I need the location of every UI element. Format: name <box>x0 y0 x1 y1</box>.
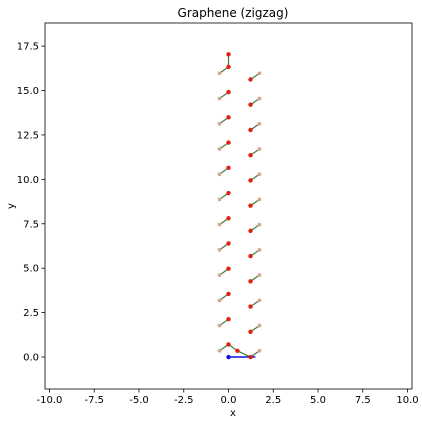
x-axis: -10.0 -7.5 -5.0 -2.5 0.0 2.5 5.0 7.5 10.0 <box>37 389 419 406</box>
carbon-point <box>226 115 231 120</box>
carbon-point <box>248 279 253 284</box>
hydrogen-point <box>257 247 262 252</box>
x-axis-label: x <box>230 408 236 419</box>
hydrogen-point <box>257 323 262 328</box>
carbon-point <box>248 102 253 107</box>
hydrogen-point <box>217 121 222 126</box>
hydrogen-point <box>217 222 222 227</box>
y-tick-label: 2.5 <box>23 308 39 319</box>
hydrogen-point <box>257 197 262 202</box>
hydrogen-point <box>257 147 262 151</box>
hydrogen-point <box>217 247 222 252</box>
hydrogen-point <box>257 71 262 76</box>
hydrogen-point <box>217 172 222 177</box>
hydrogen-point <box>257 298 262 303</box>
carbon-point <box>226 140 231 145</box>
hydrogen-point <box>257 121 262 126</box>
carbon-point <box>226 64 231 70</box>
carbon-point <box>248 253 253 259</box>
carbon-point <box>248 178 253 183</box>
bond-line <box>237 350 251 358</box>
hydrogen-point <box>217 298 222 303</box>
carbon-point <box>248 127 253 133</box>
carbon-point <box>248 77 253 82</box>
hydrogen-point <box>217 147 222 151</box>
carbon-point <box>248 203 253 208</box>
y-tick-label: 10.0 <box>17 175 39 186</box>
carbon-point <box>248 329 253 334</box>
carbon-point <box>226 266 231 271</box>
carbon-point <box>248 152 253 158</box>
carbon-point <box>226 190 231 196</box>
x-tick-label: 7.5 <box>355 395 371 406</box>
carbon-series <box>226 52 253 360</box>
y-axis: 0.0 2.5 5.0 7.5 10.0 12.5 15.0 17.5 <box>17 42 45 364</box>
carbon-point <box>248 228 253 234</box>
carbon-point <box>226 165 231 171</box>
y-tick-label: 17.5 <box>17 42 39 53</box>
y-axis-label: y <box>6 203 17 209</box>
plot-area <box>217 52 262 360</box>
hydrogen-point <box>257 96 262 101</box>
x-tick-label: -5.0 <box>129 395 149 406</box>
carbon-point <box>248 354 253 360</box>
x-tick-label: 5.0 <box>310 395 326 406</box>
hydrogen-point <box>257 273 262 278</box>
x-tick-label: -7.5 <box>84 395 104 406</box>
hydrogen-point <box>217 273 222 278</box>
carbon-point <box>248 304 253 309</box>
x-tick-label: -10.0 <box>37 395 63 406</box>
carbon-point <box>226 291 231 297</box>
carbon-point <box>235 348 240 354</box>
y-tick-label: 12.5 <box>17 130 39 141</box>
y-tick-label: 0.0 <box>23 353 39 364</box>
hydrogen-point <box>257 222 262 227</box>
hydrogen-point <box>217 323 222 328</box>
x-tick-label: 10.0 <box>396 395 418 406</box>
carbon-point <box>226 52 231 57</box>
hydrogen-point <box>217 71 222 76</box>
x-tick-label: 0.0 <box>221 395 237 406</box>
carbon-point <box>226 89 231 95</box>
y-tick-label: 7.5 <box>23 219 39 230</box>
hydrogen-point <box>257 172 262 177</box>
x-tick-label: -2.5 <box>174 395 194 406</box>
x-tick-label: 2.5 <box>265 395 281 406</box>
origin-point <box>226 354 231 360</box>
hydrogen-point <box>257 348 262 353</box>
carbon-point <box>226 342 231 347</box>
chart-title: Graphene (zigzag) <box>178 6 289 20</box>
y-tick-label: 5.0 <box>23 264 39 275</box>
carbon-point <box>226 316 231 322</box>
hydrogen-series <box>217 71 262 353</box>
carbon-point <box>226 241 231 246</box>
hydrogen-point <box>217 96 222 101</box>
y-tick-label: 15.0 <box>17 86 39 97</box>
carbon-point <box>226 216 231 221</box>
hydrogen-point <box>217 348 222 353</box>
hydrogen-point <box>217 197 222 202</box>
